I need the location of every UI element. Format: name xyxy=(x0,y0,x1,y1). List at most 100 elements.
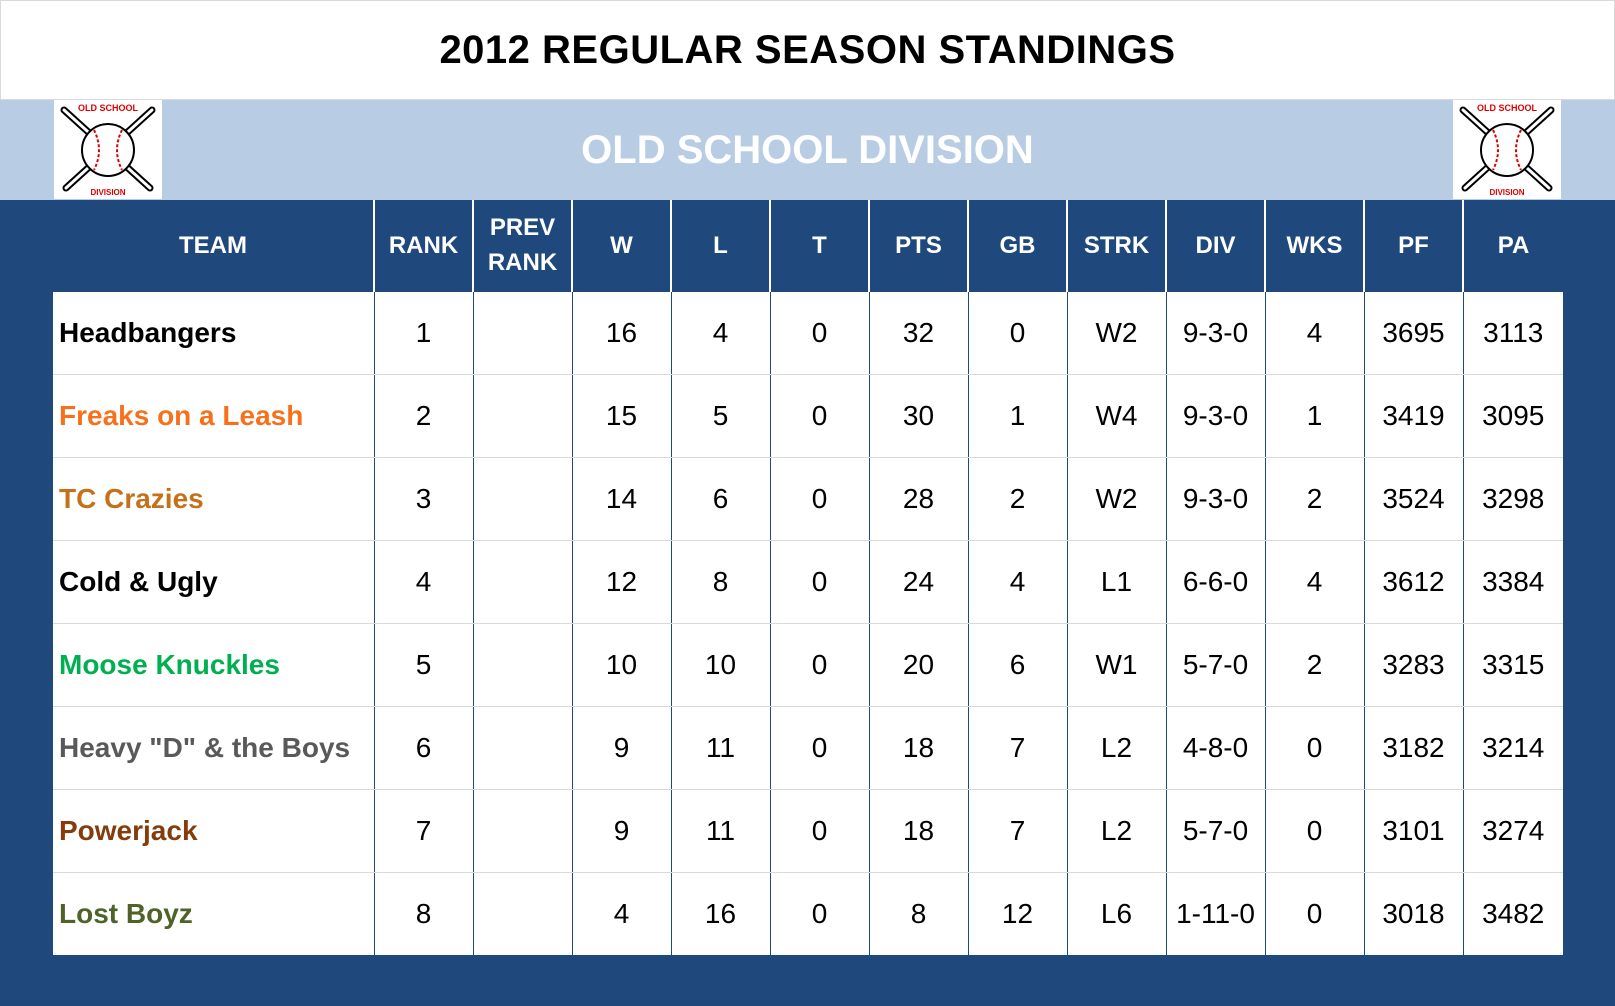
col-header-t[interactable]: T xyxy=(769,200,869,292)
cell-prev-rank xyxy=(472,872,572,955)
col-header-strk[interactable]: STRK xyxy=(1066,200,1166,292)
cell-pf: 3283 xyxy=(1363,623,1463,707)
cell-pts: 28 xyxy=(868,457,968,541)
cell-strk: L2 xyxy=(1066,706,1166,790)
cell-wks: 2 xyxy=(1264,457,1364,541)
col-header-l[interactable]: L xyxy=(670,200,770,292)
table-row[interactable]: Freaks on a Leash 2 15 5 0 30 1 W4 9-3-0 1 3419 309… xyxy=(53,374,1563,458)
table-row[interactable]: TC Crazies 3 14 6 0 28 2 W2 9-3-0 2 3524 3298 xyxy=(53,457,1563,541)
cell-prev-rank xyxy=(472,789,572,873)
table-row[interactable]: Moose Knuckles 5 10 10 0 20 6 W1 5-7-0 2 3283 3315 xyxy=(53,623,1563,707)
cell-w: 14 xyxy=(571,457,671,541)
col-header-gb[interactable]: GB xyxy=(967,200,1067,292)
cell-pf: 3612 xyxy=(1363,540,1463,624)
table-row[interactable]: Cold & Ugly 4 12 8 0 24 4 L1 6-6-0 4 3612 3384 xyxy=(53,540,1563,624)
col-header-wks[interactable]: WKS xyxy=(1264,200,1364,292)
col-header-rank[interactable]: RANK xyxy=(373,200,473,292)
cell-pf: 3018 xyxy=(1363,872,1463,955)
cell-pa: 3482 xyxy=(1462,872,1563,955)
cell-pts: 24 xyxy=(868,540,968,624)
cell-team: Cold & Ugly xyxy=(53,540,374,624)
col-header-team[interactable]: TEAM xyxy=(179,231,247,259)
cell-t: 0 xyxy=(769,706,869,790)
cell-team: Powerjack xyxy=(53,789,374,873)
cell-gb: 7 xyxy=(967,789,1067,873)
cell-wks: 2 xyxy=(1264,623,1364,707)
cell-strk: W4 xyxy=(1066,374,1166,458)
cell-team: Heavy "D" & the Boys xyxy=(53,706,374,790)
cell-t: 0 xyxy=(769,872,869,955)
cell-strk: L1 xyxy=(1066,540,1166,624)
cell-pa: 3384 xyxy=(1462,540,1563,624)
cell-l: 5 xyxy=(670,374,770,458)
table-row[interactable]: Headbangers 1 16 4 0 32 0 W2 9-3-0 4 3695 3113 xyxy=(53,292,1563,375)
cell-wks: 0 xyxy=(1264,706,1364,790)
cell-team: Headbangers xyxy=(53,292,374,375)
cell-prev-rank xyxy=(472,540,572,624)
cell-prev-rank xyxy=(472,374,572,458)
cell-t: 0 xyxy=(769,623,869,707)
table-row[interactable]: Powerjack 7 9 11 0 18 7 L2 5-7-0 0 3101 3274 xyxy=(53,789,1563,873)
cell-strk: W2 xyxy=(1066,292,1166,375)
cell-pts: 18 xyxy=(868,789,968,873)
standings-body: Headbangers 1 16 4 0 32 0 W2 9-3-0 4 3695 3113 Freak… xyxy=(53,292,1563,955)
col-header-w[interactable]: W xyxy=(571,200,671,292)
cell-w: 9 xyxy=(571,789,671,873)
cell-rank: 3 xyxy=(373,457,473,541)
table-row[interactable]: Heavy "D" & the Boys 6 9 11 0 18 7 L2 4-8-0 0 3182… xyxy=(53,706,1563,790)
cell-l: 4 xyxy=(670,292,770,375)
cell-t: 0 xyxy=(769,374,869,458)
standings-table: TEAM RANK PREV RANK W L T PTS GB STRK DIV… xyxy=(53,200,1563,955)
cell-gb: 12 xyxy=(967,872,1067,955)
baseball-logo-icon: OLD SCHOOL DIVISION xyxy=(1459,103,1555,197)
cell-pts: 18 xyxy=(868,706,968,790)
svg-text:OLD SCHOOL: OLD SCHOOL xyxy=(1477,103,1538,113)
col-header-div[interactable]: DIV xyxy=(1165,200,1265,292)
cell-pf: 3419 xyxy=(1363,374,1463,458)
cell-div: 9-3-0 xyxy=(1165,374,1265,458)
cell-w: 15 xyxy=(571,374,671,458)
cell-div: 5-7-0 xyxy=(1165,623,1265,707)
cell-rank: 6 xyxy=(373,706,473,790)
cell-gb: 2 xyxy=(967,457,1067,541)
cell-pa: 3274 xyxy=(1462,789,1563,873)
cell-team: Moose Knuckles xyxy=(53,623,374,707)
division-logo-right: OLD SCHOOL DIVISION xyxy=(1453,100,1561,199)
cell-l: 11 xyxy=(670,706,770,790)
cell-strk: L6 xyxy=(1066,872,1166,955)
cell-w: 9 xyxy=(571,706,671,790)
cell-rank: 1 xyxy=(373,292,473,375)
cell-t: 0 xyxy=(769,540,869,624)
cell-rank: 5 xyxy=(373,623,473,707)
header-row: TEAM RANK PREV RANK W L T PTS GB STRK DIV… xyxy=(53,200,1563,292)
cell-w: 12 xyxy=(571,540,671,624)
cell-pts: 8 xyxy=(868,872,968,955)
cell-t: 0 xyxy=(769,789,869,873)
col-header-pa[interactable]: PA xyxy=(1462,200,1563,292)
cell-prev-rank xyxy=(472,706,572,790)
division-band: OLD SCHOOL DIVISION xyxy=(0,100,1615,200)
svg-text:OLD SCHOOL: OLD SCHOOL xyxy=(78,103,139,113)
cell-l: 6 xyxy=(670,457,770,541)
svg-text:DIVISION: DIVISION xyxy=(90,188,125,197)
cell-gb: 7 xyxy=(967,706,1067,790)
cell-t: 0 xyxy=(769,292,869,375)
col-header-pts[interactable]: PTS xyxy=(868,200,968,292)
cell-prev-rank xyxy=(472,292,572,375)
cell-strk: W1 xyxy=(1066,623,1166,707)
page-title: 2012 REGULAR SEASON STANDINGS xyxy=(439,27,1176,72)
standings-panel: TEAM RANK PREV RANK W L T PTS GB STRK DIV… xyxy=(0,200,1615,1006)
baseball-logo-icon: OLD SCHOOL DIVISION xyxy=(60,103,156,197)
cell-pts: 32 xyxy=(868,292,968,375)
cell-l: 10 xyxy=(670,623,770,707)
col-header-pf[interactable]: PF xyxy=(1363,200,1463,292)
cell-pf: 3101 xyxy=(1363,789,1463,873)
cell-gb: 6 xyxy=(967,623,1067,707)
cell-prev-rank xyxy=(472,623,572,707)
title-bar: 2012 REGULAR SEASON STANDINGS xyxy=(0,0,1615,100)
cell-w: 4 xyxy=(571,872,671,955)
table-row[interactable]: Lost Boyz 8 4 16 0 8 12 L6 1-11-0 0 3018 3482 xyxy=(53,872,1563,955)
cell-pf: 3524 xyxy=(1363,457,1463,541)
col-header-prev-rank[interactable]: PREV RANK xyxy=(472,200,572,292)
cell-team: Lost Boyz xyxy=(53,872,374,955)
